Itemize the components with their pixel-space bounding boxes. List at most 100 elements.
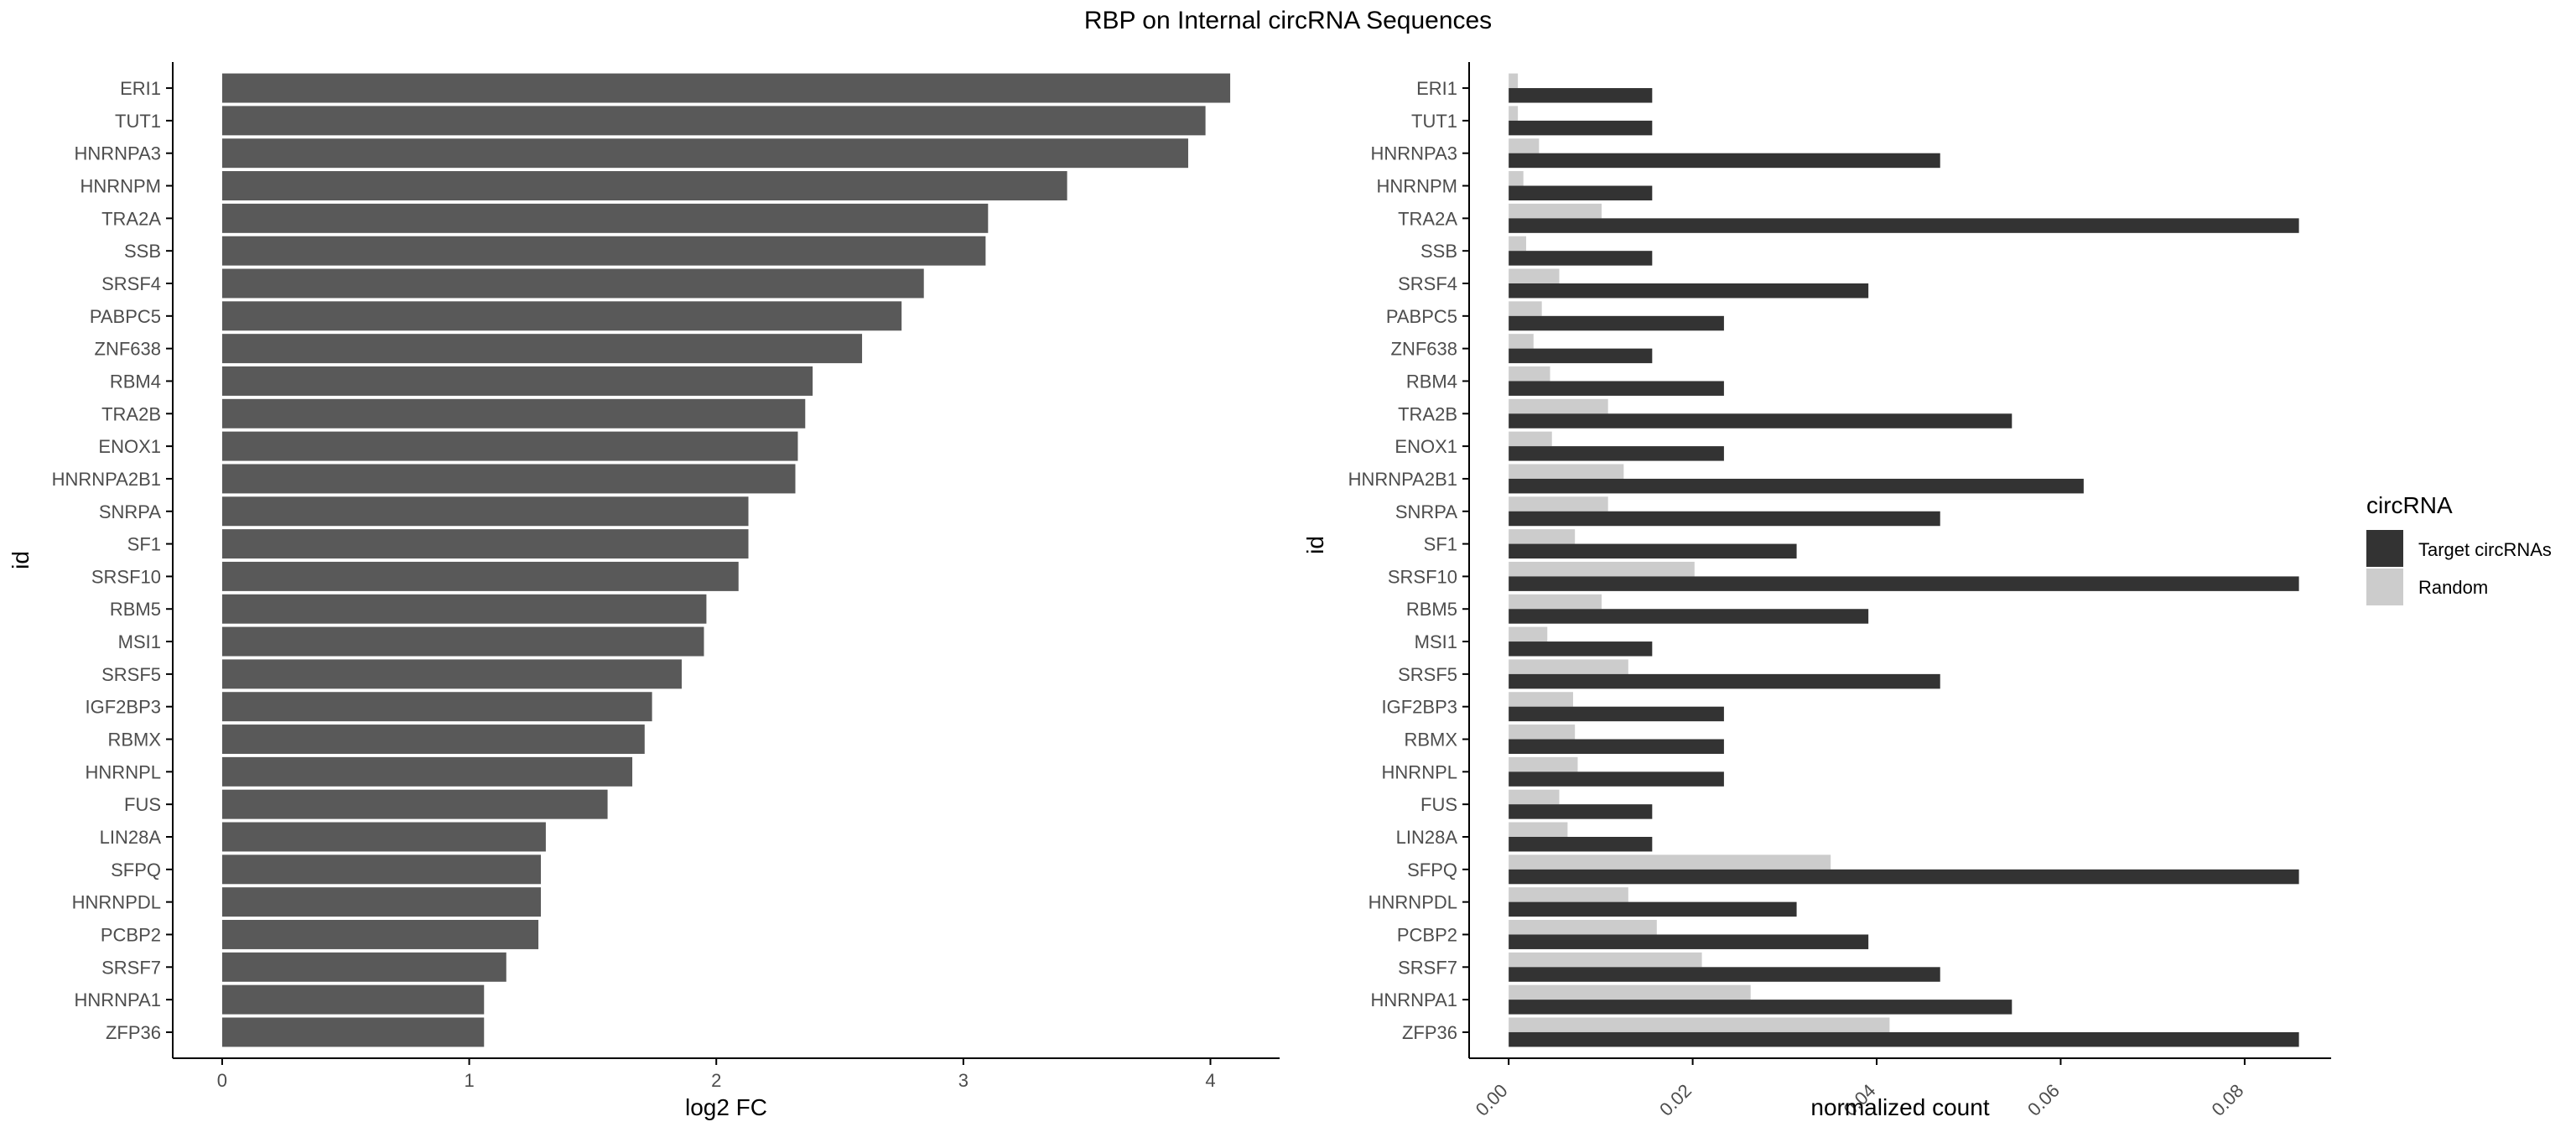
left-y-tick-label: ZFP36 (106, 1022, 161, 1043)
right-y-tick-label: SRSF4 (1398, 273, 1457, 294)
random-bar-srsf4 (1509, 268, 1560, 283)
left-x-tick-label: 1 (464, 1070, 474, 1091)
right-y-tick-label: IGF2BP3 (1382, 697, 1457, 718)
legend-title: circRNA (2366, 492, 2453, 518)
left-panel: ERI1 TUT1 HNRNPA3 HNRNPM TRA2A SSB SRSF4 PABPC5… (8, 62, 1280, 1120)
random-bar-enox1 (1509, 431, 1552, 447)
left-x-tick-label: 3 (958, 1070, 969, 1091)
random-bar-hnrnpm (1509, 171, 1524, 186)
left-bar-hnrnpa3 (221, 138, 1188, 169)
left-bar-fus (221, 789, 608, 819)
random-bar-msi1 (1509, 626, 1548, 642)
left-y-tick-label: HNRNPDL (72, 892, 161, 913)
target-bar-tra2a (1509, 218, 2299, 233)
left-bar-msi1 (221, 626, 704, 657)
left-bar-srsf7 (221, 952, 506, 982)
target-bar-msi1 (1509, 641, 1653, 657)
random-bar-eri1 (1509, 73, 1519, 89)
left-bar-hnrnpl (221, 756, 633, 787)
left-bar-eri1 (221, 73, 1231, 103)
left-y-tick-label: TRA2A (101, 208, 161, 229)
target-bar-hnrnpa1 (1509, 1000, 2012, 1015)
random-bar-snrpa (1509, 496, 1608, 512)
target-bar-sfpq (1509, 869, 2299, 885)
left-x-axis-label: log2 FC (685, 1094, 767, 1120)
right-y-tick-label: RBM5 (1406, 599, 1457, 620)
left-bar-enox1 (221, 431, 798, 461)
left-y-tick-label: SRSF10 (91, 566, 161, 587)
random-bar-lin28a (1509, 822, 1568, 837)
left-bar-pabpc5 (221, 301, 902, 331)
left-bar-hnrnpdl (221, 887, 542, 917)
left-y-tick-label: HNRNPM (80, 176, 161, 197)
left-bar-znf638 (221, 334, 863, 364)
left-bar-srsf10 (221, 561, 739, 591)
right-y-tick-label: HNRNPL (1382, 761, 1457, 782)
target-bar-znf638 (1509, 348, 1653, 364)
left-y-tick-label: SSB (124, 241, 161, 262)
target-bar-srsf10 (1509, 576, 2299, 591)
right-x-tick-label: 0.08 (2207, 1080, 2247, 1120)
left-y-tick-label: SRSF7 (101, 957, 161, 978)
left-bar-lin28a (221, 822, 546, 852)
right-y-tick-label: MSI1 (1415, 631, 1457, 652)
left-y-tick-label: HNRNPL (86, 761, 161, 782)
random-bar-pcbp2 (1509, 920, 1657, 935)
right-y-tick-label: HNRNPA3 (1370, 143, 1457, 164)
left-x-tick-label: 4 (1205, 1070, 1215, 1091)
right-x-tick-label: 0.02 (1655, 1080, 1696, 1120)
target-bar-srsf4 (1509, 283, 1869, 299)
legend-label-random: Random (2418, 577, 2488, 598)
random-bar-tut1 (1509, 106, 1519, 121)
left-y-tick-label: TUT1 (115, 111, 161, 132)
left-bar-rbm4 (221, 366, 813, 396)
target-bar-hnrnpa3 (1509, 153, 1940, 169)
right-y-tick-label: FUS (1420, 794, 1457, 815)
left-bar-ssb (221, 236, 986, 266)
random-bar-rbm4 (1509, 366, 1550, 382)
right-y-tick-labels: ERI1 TUT1 HNRNPA3 HNRNPM TRA2A SSB SRSF4 PABPC5… (1348, 78, 1469, 1043)
right-y-tick-label: RBM4 (1406, 371, 1457, 392)
random-bar-srsf5 (1509, 659, 1628, 674)
left-bar-sf1 (221, 529, 749, 559)
legend-swatch-target (2366, 530, 2403, 567)
left-bar-igf2bp3 (221, 692, 652, 722)
right-x-tick-label: 0.06 (2023, 1080, 2064, 1120)
target-bar-hnrnpdl (1509, 901, 1797, 917)
left-y-axis-label: id (8, 551, 34, 569)
target-bar-sf1 (1509, 543, 1797, 559)
left-y-tick-label: SF1 (127, 534, 161, 555)
left-bar-snrpa (221, 496, 749, 527)
right-y-tick-label: TRA2A (1398, 208, 1457, 229)
right-y-tick-label: LIN28A (1396, 827, 1458, 848)
left-y-tick-label: HNRNPA1 (74, 989, 161, 1010)
random-bar-znf638 (1509, 334, 1534, 349)
left-x-tick-label: 0 (217, 1070, 227, 1091)
chart-title: RBP on Internal circRNA Sequences (1084, 7, 1492, 34)
right-y-tick-label: SFPQ (1407, 860, 1457, 880)
left-bars (221, 73, 1231, 1047)
target-bar-srsf7 (1509, 967, 1940, 982)
right-y-tick-label: TRA2B (1398, 403, 1457, 424)
right-x-axis-label: normalized count (1810, 1094, 1989, 1120)
target-bar-hnrnpl (1509, 771, 1724, 787)
left-y-tick-label: SFPQ (111, 860, 161, 880)
right-y-tick-label: HNRNPM (1376, 176, 1457, 197)
right-y-tick-label: PABPC5 (1386, 306, 1457, 327)
target-bar-srsf5 (1509, 673, 1940, 689)
right-y-tick-label: SRSF10 (1388, 566, 1457, 587)
right-y-tick-label: HNRNPA1 (1370, 989, 1457, 1010)
left-bar-sfpq (221, 854, 542, 885)
random-bar-tra2b (1509, 398, 1608, 414)
left-y-tick-label: ENOX1 (98, 436, 161, 457)
right-y-axis-label: id (1302, 536, 1328, 554)
target-bar-rbm4 (1509, 381, 1724, 396)
random-bar-hnrnpa3 (1509, 138, 1540, 153)
left-y-tick-label: RBM4 (110, 371, 161, 392)
target-bar-ssb (1509, 251, 1653, 266)
left-bar-hnrnpa1 (221, 984, 485, 1015)
left-bar-tra2a (221, 203, 989, 233)
random-bar-sfpq (1509, 854, 1831, 870)
left-y-tick-label: HNRNPA2B1 (52, 469, 161, 490)
target-bar-fus (1509, 804, 1653, 819)
